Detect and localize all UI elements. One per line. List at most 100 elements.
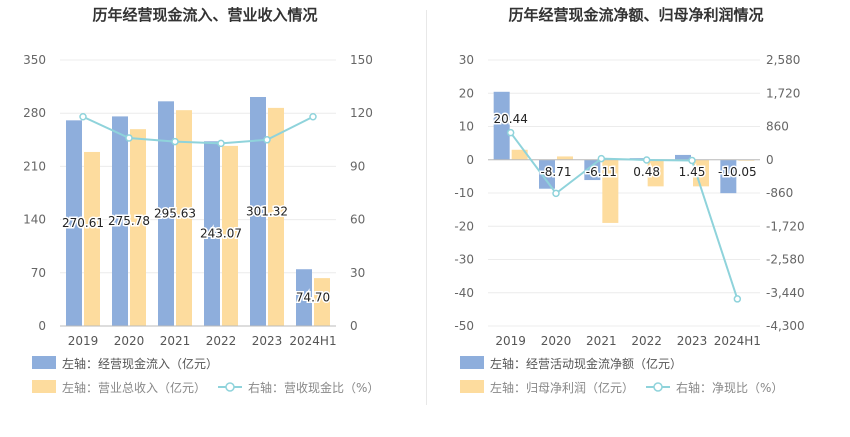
left-axis-tick: 0 (38, 319, 46, 333)
data-label: 275.78 (108, 214, 150, 228)
chart-divider (426, 10, 427, 405)
left-axis-tick: -30 (454, 253, 474, 267)
line-point (597, 154, 606, 163)
right-axis-tick: 0 (350, 319, 358, 333)
legend-label: 右轴：净现比（%） (676, 380, 783, 395)
right-axis-tick: -860 (766, 186, 793, 200)
data-label: -8.71 (540, 165, 571, 179)
line-point (733, 295, 742, 303)
chart-cash-inflow-revenue: 历年经营现金流入、营业收入情况 0 70 140 210 280 350 0 30 60 90 120… (23, 6, 379, 395)
legend-swatch (460, 380, 484, 393)
chart-title: 历年经营现金流入、营业收入情况 (92, 6, 317, 24)
right-axis-tick: 60 (350, 213, 365, 227)
line-series (82, 115, 314, 145)
legend-swatch (32, 380, 56, 393)
x-axis-tick: 2020 (541, 334, 572, 348)
data-label: 243.07 (200, 227, 242, 241)
x-axis-tick: 2022 (206, 334, 237, 348)
bar-mark (222, 145, 238, 326)
bar-mark (204, 141, 220, 326)
left-axis-tick: 30 (459, 53, 474, 67)
line-series (509, 132, 739, 300)
x-axis-tick: 2020 (114, 334, 145, 348)
left-axis-tick: 70 (31, 266, 46, 280)
bar-mark (584, 159, 601, 181)
legend-swatch (225, 382, 235, 392)
x-axis-tick: 2023 (677, 334, 708, 348)
right-axis-tick: 150 (350, 53, 373, 67)
bar-mark (176, 110, 192, 326)
left-axis-tick: 20 (459, 86, 474, 100)
legend-swatch (460, 356, 484, 369)
right-axis-tick: -3,440 (766, 286, 805, 300)
x-axis-tick: 2019 (495, 334, 526, 348)
legend-label: 左轴：经营活动现金流净额（亿元） (490, 356, 682, 371)
left-axis-tick: 0 (466, 153, 474, 167)
right-axis-tick: 30 (350, 266, 365, 280)
line-point (125, 134, 133, 142)
x-axis-tick: 2022 (631, 334, 662, 348)
legend-label: 右轴：营收现金比（%） (248, 380, 379, 395)
bar-mark (511, 149, 528, 160)
chart-title: 历年经营现金流净额、归母净利润情况 (508, 6, 763, 24)
bar-mark (720, 159, 737, 194)
chart-net-cash-profit: 历年经营现金流净额、归母净利润情况 -50 -40 -30 -20 -10 0 10 20 30 -… (454, 6, 805, 395)
x-axis-tick: 2021 (586, 334, 617, 348)
bar-mark (296, 269, 312, 326)
bar-mark (693, 159, 709, 187)
right-axis-tick: 2,580 (766, 53, 800, 67)
line-point (79, 112, 87, 121)
bar-mark (539, 159, 555, 189)
data-label: 74.70 (296, 291, 330, 305)
left-axis-tick: 10 (459, 120, 474, 134)
data-label: 301.32 (246, 204, 288, 218)
line-point (506, 128, 515, 137)
data-label: -10.05 (718, 165, 757, 179)
left-axis-tick: -20 (454, 219, 474, 233)
data-label: 0.48 (633, 165, 660, 179)
right-axis-tick: 0 (766, 153, 774, 167)
bar-mark (647, 159, 664, 187)
left-axis-tick: 280 (23, 106, 46, 120)
data-label: 20.44 (493, 112, 527, 126)
line-point (171, 137, 179, 146)
bar-mark (268, 107, 284, 326)
right-axis-tick: -4,300 (766, 319, 805, 333)
bar-mark (557, 156, 573, 160)
bar-mark (66, 120, 82, 327)
legend-swatch (653, 382, 663, 392)
bar-mark (314, 278, 330, 326)
bar-mark (250, 96, 266, 327)
x-axis-tick: 2024H1 (714, 334, 761, 348)
right-axis-tick: 860 (766, 120, 789, 134)
left-axis-tick: 140 (23, 213, 46, 227)
line-point (217, 139, 225, 148)
bar-mark (602, 159, 619, 223)
bar-mark (84, 151, 100, 326)
x-axis-tick: 2021 (160, 334, 191, 348)
data-label: 1.45 (679, 165, 706, 179)
left-axis-tick: -10 (454, 186, 474, 200)
legend-label: 左轴：营业总收入（亿元） (62, 380, 206, 395)
data-label: 270.61 (62, 216, 104, 230)
left-axis-tick: -50 (454, 319, 474, 333)
left-axis-tick: 350 (23, 53, 46, 67)
line-point (688, 156, 696, 165)
x-axis-tick: 2024H1 (289, 334, 336, 348)
data-label: 295.63 (154, 207, 196, 221)
right-axis-tick: 90 (350, 159, 365, 173)
left-axis-tick: -40 (454, 286, 474, 300)
bar-mark (130, 129, 146, 326)
legend-label: 左轴：经营现金流入（亿元） (62, 356, 218, 371)
bar-mark (675, 154, 691, 160)
right-axis-tick: -2,580 (766, 253, 805, 267)
bar-mark (493, 91, 510, 160)
right-axis-tick: 1,720 (766, 86, 800, 100)
x-axis-tick: 2019 (68, 334, 99, 348)
right-axis-tick: 120 (350, 106, 373, 120)
line-point (263, 136, 271, 144)
x-axis-tick: 2023 (252, 334, 283, 348)
line-point (642, 156, 651, 164)
line-point (552, 189, 560, 198)
